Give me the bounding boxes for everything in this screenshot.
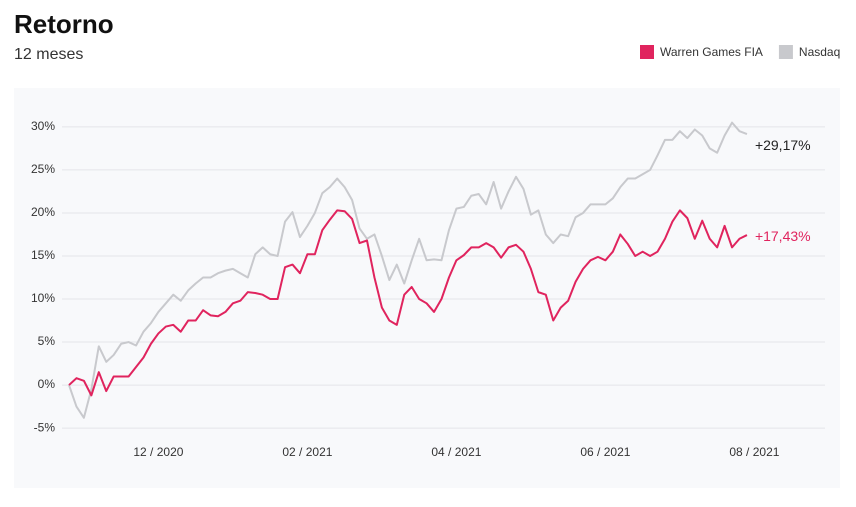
legend-swatch xyxy=(640,45,654,59)
y-tick-label: 10% xyxy=(31,291,55,305)
series-line xyxy=(68,121,748,419)
x-tick-label: 12 / 2020 xyxy=(133,445,183,459)
x-tick-label: 04 / 2021 xyxy=(431,445,481,459)
chart-subtitle: 12 meses xyxy=(14,46,83,63)
y-tick-label: 15% xyxy=(31,248,55,262)
y-tick-label: 20% xyxy=(31,205,55,219)
legend: Warren Games FIA Nasdaq xyxy=(640,45,840,59)
chart-title: Retorno xyxy=(14,9,114,39)
y-tick-label: 5% xyxy=(38,334,56,348)
x-tick-label: 08 / 2021 xyxy=(729,445,779,459)
y-tick-label: 0% xyxy=(38,377,56,391)
series-line xyxy=(68,209,748,397)
end-label: +29,17% xyxy=(755,137,811,153)
legend-label: Warren Games FIA xyxy=(660,45,763,59)
y-tick-label: 30% xyxy=(31,119,55,133)
y-tick-label: -5% xyxy=(34,420,56,434)
legend-swatch xyxy=(778,45,793,59)
end-label: +17,43% xyxy=(755,228,811,244)
x-tick-label: 02 / 2021 xyxy=(282,445,332,459)
y-tick-label: 25% xyxy=(31,162,55,176)
x-tick-label: 06 / 2021 xyxy=(580,445,630,459)
plot-panel xyxy=(14,88,840,488)
legend-label: Nasdaq xyxy=(799,45,840,59)
